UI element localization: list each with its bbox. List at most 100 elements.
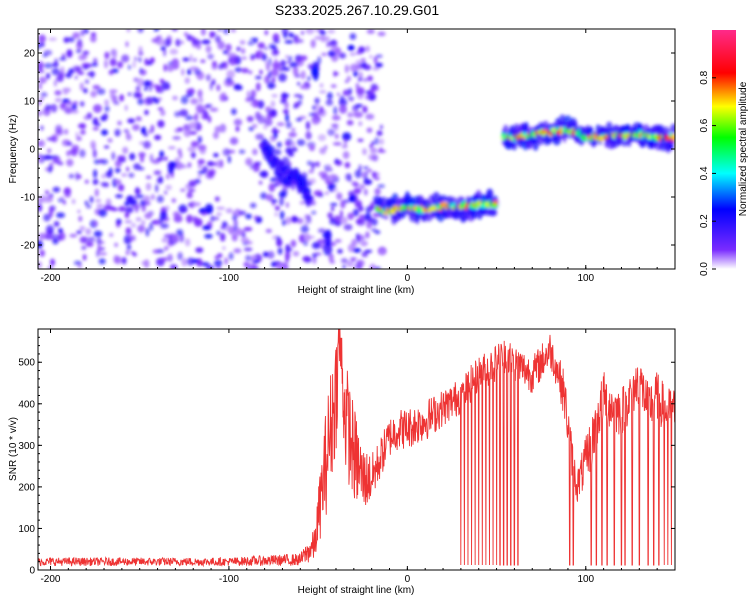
snr-x-label: Height of straight line (km) xyxy=(298,585,415,596)
heatmap-noise-cell xyxy=(184,77,190,84)
heatmap-noise-cell xyxy=(288,32,294,38)
heatmap-noise-cell xyxy=(319,83,324,88)
heatmap-noise-cell xyxy=(280,99,287,104)
heatmap-noise-cell xyxy=(254,37,258,44)
heatmap-noise-cell xyxy=(317,238,326,245)
heatmap-noise-cell xyxy=(125,251,130,255)
heatmap-noise-cell xyxy=(38,139,46,148)
heatmap-noise-cell xyxy=(279,210,285,220)
heatmap-noise-cell xyxy=(272,127,277,133)
heatmap-noise-cell xyxy=(144,212,153,219)
heatmap-noise-cell xyxy=(285,113,289,122)
heatmap-noise-cell xyxy=(167,166,174,175)
heatmap-noise-cell xyxy=(62,87,71,93)
heatmap-noise-cell xyxy=(108,69,114,75)
heatmap-noise-cell xyxy=(236,46,241,52)
heatmap-noise-cell xyxy=(349,98,354,102)
heatmap-noise-cell xyxy=(324,191,329,195)
heatmap-noise-cell xyxy=(305,130,311,139)
heatmap-noise-cell xyxy=(46,137,56,141)
heatmap-noise-cell xyxy=(117,155,126,160)
heatmap-noise-cell xyxy=(327,128,336,136)
heatmap-noise-cell xyxy=(200,59,206,63)
heatmap-noise-cell xyxy=(43,213,51,222)
heatmap-noise-cell xyxy=(369,144,374,149)
snr-y-tick-label: 300 xyxy=(18,441,35,452)
heatmap-noise-cell xyxy=(89,196,94,204)
heatmap-noise-cell xyxy=(333,106,338,116)
snr-x-tick-label: 0 xyxy=(405,574,411,585)
heatmap-noise-cell xyxy=(40,96,44,102)
heatmap-noise-cell xyxy=(309,144,315,152)
heatmap-noise-cell xyxy=(216,206,226,210)
snr-y-tick-label: 500 xyxy=(18,358,35,369)
heatmap-noise-cell xyxy=(257,100,265,109)
heatmap-noise-cell xyxy=(326,92,333,100)
heatmap-noise-cell xyxy=(292,66,299,76)
heatmap-noise-cell xyxy=(255,133,264,140)
heatmap-noise-cell xyxy=(157,107,164,111)
heatmap-noise-cell xyxy=(299,200,305,205)
spectrogram-y-tick-label: -20 xyxy=(21,241,36,252)
heatmap-noise-cell xyxy=(145,175,152,179)
heatmap-noise-cell xyxy=(156,177,163,184)
heatmap-noise-cell xyxy=(209,81,213,91)
heatmap-noise-cell xyxy=(243,226,253,232)
heatmap-noise-cell xyxy=(252,259,260,264)
snr-y-tick-label: 0 xyxy=(29,566,35,577)
heatmap-noise-cell xyxy=(282,109,289,114)
heatmap-noise-cell xyxy=(92,127,100,131)
heatmap-noise-cell xyxy=(78,215,83,222)
heatmap-noise-cell xyxy=(369,147,378,154)
heatmap-noise-cell xyxy=(362,105,368,113)
heatmap-noise-cell xyxy=(299,85,309,90)
heatmap-trace xyxy=(373,188,499,225)
heatmap-noise-cell xyxy=(245,97,253,102)
heatmap-noise-cell xyxy=(343,138,348,147)
heatmap-noise-cell xyxy=(187,162,192,168)
spectrogram-x-label: Height of straight line (km) xyxy=(298,285,415,296)
heatmap-noise-cell xyxy=(330,44,339,52)
colorbar-label: Normalized spectral amplitude xyxy=(738,81,749,216)
heatmap-noise-cell xyxy=(100,173,107,179)
heatmap-noise-cell xyxy=(98,252,108,256)
heatmap-noise-cell xyxy=(159,211,168,220)
spectrogram-y-tick-label: 10 xyxy=(24,97,36,108)
heatmap-noise-cell xyxy=(233,118,243,126)
heatmap-noise-cell xyxy=(80,129,86,135)
heatmap-noise-cell xyxy=(132,124,140,131)
heatmap-noise-cell xyxy=(85,228,92,236)
heatmap-noise-cell xyxy=(285,55,289,59)
heatmap-noise-cell xyxy=(156,195,164,203)
heatmap-noise-cell xyxy=(160,46,166,51)
heatmap-noise-cell xyxy=(85,242,94,247)
heatmap-noise-cell xyxy=(197,159,205,165)
heatmap-noise-cell xyxy=(56,74,64,83)
heatmap-noise-cell xyxy=(79,149,86,158)
heatmap-noise-cell xyxy=(59,57,67,61)
heatmap-noise-cell xyxy=(264,117,273,127)
heatmap-noise-cell xyxy=(204,234,213,239)
heatmap-noise-cell xyxy=(276,236,281,240)
heatmap-noise-cell xyxy=(262,251,269,257)
heatmap-noise-cell xyxy=(279,197,284,206)
heatmap-noise-cell xyxy=(184,238,191,247)
heatmap-noise-cell xyxy=(342,151,350,160)
heatmap-noise-cell xyxy=(109,233,114,237)
snr-y-tick-label: 200 xyxy=(18,482,35,493)
heatmap-noise-cell xyxy=(77,209,81,214)
heatmap-noise-cell xyxy=(111,151,116,161)
heatmap-noise-cell xyxy=(365,206,372,214)
heatmap-noise-cell xyxy=(125,41,129,48)
heatmap-noise-cell xyxy=(103,204,113,211)
heatmap-noise-cell xyxy=(309,178,316,185)
heatmap-noise-cell xyxy=(193,40,203,44)
heatmap-noise-cell xyxy=(165,205,170,211)
heatmap-noise-cell xyxy=(374,176,380,181)
heatmap-noise-cell xyxy=(92,84,101,90)
heatmap-noise-cell xyxy=(163,190,168,195)
heatmap-noise-cell xyxy=(307,76,311,81)
heatmap-noise-cell xyxy=(172,211,180,217)
heatmap-noise-cell xyxy=(194,112,199,122)
heatmap-noise-cell xyxy=(76,41,83,51)
